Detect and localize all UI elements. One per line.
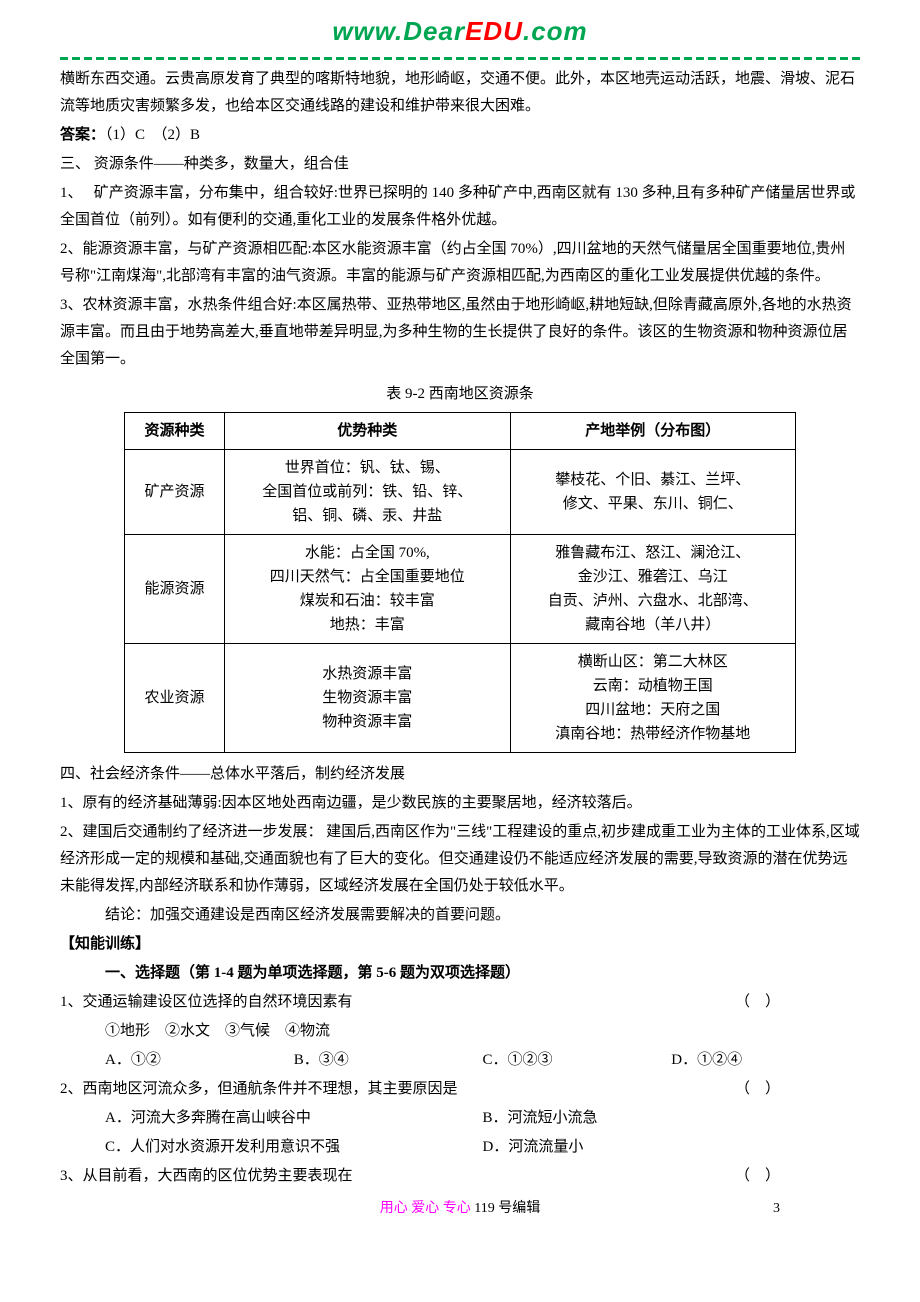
section-3-point-1: 1、 矿产资源丰富，分布集中，组合较好:世界已探明的 140 多种矿产中,西南区…	[60, 180, 860, 234]
q1-opt-a: A．①②	[105, 1047, 294, 1074]
section-3-title: 三、 资源条件——种类多，数量大，组合佳	[60, 151, 860, 178]
table-cell-r2c3: 雅鲁藏布江、怒江、澜沧江、金沙江、雅砻江、乌江自贡、泸州、六盘水、北部湾、藏南谷…	[510, 534, 795, 643]
table-row: 矿产资源 世界首位：钒、钛、锡、全国首位或前列：铁、铅、锌、铝、铜、磷、汞、井盐…	[125, 449, 796, 534]
logo-dear: Dear	[403, 16, 465, 46]
section-3-point-2: 2、能源资源丰富，与矿产资源相匹配:本区水能资源丰富（约占全国 70%）,四川盆…	[60, 236, 860, 290]
q1-paren: （ ）	[735, 989, 780, 1016]
table-title: 表 9-2 西南地区资源条	[60, 381, 860, 408]
q3-paren: （ ）	[735, 1163, 780, 1190]
header-divider	[60, 57, 860, 60]
q1-sub: ①地形 ②水文 ③气候 ④物流	[60, 1018, 860, 1045]
question-2: 2、西南地区河流众多，但通航条件并不理想，其主要原因是 （ ）	[60, 1076, 860, 1103]
q2-options-row1: A．河流大多奔腾在高山峡谷中 B．河流短小流急	[60, 1105, 860, 1132]
zhineng-title: 【知能训练】	[60, 931, 860, 958]
quiz-instruction: 一、选择题（第 1-4 题为单项选择题，第 5-6 题为双项选择题）	[60, 960, 860, 987]
logo-www: www.	[332, 16, 403, 46]
question-1: 1、交通运输建设区位选择的自然环境因素有 （ ）	[60, 989, 860, 1016]
question-3: 3、从目前看，大西南的区位优势主要表现在 （ ）	[60, 1163, 860, 1190]
q1-opt-d: D．①②④	[671, 1047, 860, 1074]
logo-edu: EDU	[465, 16, 523, 46]
section-4-title: 四、社会经济条件——总体水平落后，制约经济发展	[60, 761, 860, 788]
q2-options-row2: C．人们对水资源开发利用意识不强 D．河流流量小	[60, 1134, 860, 1161]
q2-stem: 2、西南地区河流众多，但通航条件并不理想，其主要原因是	[60, 1081, 458, 1097]
logo-com: .com	[523, 16, 588, 46]
answer-text: （1）C （2）B	[105, 127, 200, 143]
q2-opt-c: C．人们对水资源开发利用意识不强	[105, 1134, 483, 1161]
table-header-row: 资源种类 优势种类 产地举例（分布图）	[125, 412, 796, 449]
q3-stem: 3、从目前看，大西南的区位优势主要表现在	[60, 1168, 353, 1184]
section-3-point-3: 3、农林资源丰富，水热条件组合好:本区属热带、亚热带地区,虽然由于地形崎岖,耕地…	[60, 292, 860, 373]
table-row: 农业资源 水热资源丰富生物资源丰富物种资源丰富 横断山区：第二大林区云南：动植物…	[125, 643, 796, 752]
table-cell-r3c1: 农业资源	[125, 643, 225, 752]
table-cell-r1c3: 攀枝花、个旧、綦江、兰坪、修文、平果、东川、铜仁、	[510, 449, 795, 534]
table-cell-r3c3: 横断山区：第二大林区云南：动植物王国四川盆地：天府之国滇南谷地：热带经济作物基地	[510, 643, 795, 752]
footer-editor: 119 号编辑	[471, 1201, 540, 1216]
conclusion: 结论：加强交通建设是西南区经济发展需要解决的首要问题。	[60, 902, 860, 929]
section-4-point-2: 2、建国后交通制约了经济进一步发展： 建国后,西南区作为"三线"工程建设的重点,…	[60, 819, 860, 900]
q2-opt-a: A．河流大多奔腾在高山峡谷中	[105, 1105, 483, 1132]
table-header-col1: 资源种类	[125, 412, 225, 449]
table-cell-r1c2: 世界首位：钒、钛、锡、全国首位或前列：铁、铅、锌、铝、铜、磷、汞、井盐	[225, 449, 510, 534]
table-cell-r2c1: 能源资源	[125, 534, 225, 643]
answer-line: 答案：（1）C （2）B	[60, 122, 860, 149]
q2-opt-b: B．河流短小流急	[483, 1105, 861, 1132]
table-cell-r1c1: 矿产资源	[125, 449, 225, 534]
footer-motto: 用心 爱心 专心	[380, 1201, 471, 1216]
answer-label: 答案：	[60, 127, 105, 143]
table-cell-r3c2: 水热资源丰富生物资源丰富物种资源丰富	[225, 643, 510, 752]
resource-table: 资源种类 优势种类 产地举例（分布图） 矿产资源 世界首位：钒、钛、锡、全国首位…	[124, 412, 796, 753]
page-number: 3	[773, 1196, 780, 1221]
table-row: 能源资源 水能：占全国 70%, 四川天然气：占全国重要地位煤炭和石油：较丰富地…	[125, 534, 796, 643]
table-header-col3: 产地举例（分布图）	[510, 412, 795, 449]
site-logo: www.DearEDU.com	[60, 0, 860, 57]
paragraph-intro: 横断东西交通。云贵高原发育了典型的喀斯特地貌，地形崎岖，交通不便。此外，本区地壳…	[60, 66, 860, 120]
q1-opt-b: B．③④	[294, 1047, 483, 1074]
q1-options: A．①② B．③④ C．①②③ D．①②④	[60, 1047, 860, 1074]
page-footer: 用心 爱心 专心 119 号编辑 3	[60, 1196, 860, 1221]
table-header-col2: 优势种类	[225, 412, 510, 449]
q1-stem: 1、交通运输建设区位选择的自然环境因素有	[60, 994, 353, 1010]
section-4-point-1: 1、原有的经济基础薄弱:因本区地处西南边疆，是少数民族的主要聚居地，经济较落后。	[60, 790, 860, 817]
q2-opt-d: D．河流流量小	[483, 1134, 861, 1161]
q2-paren: （ ）	[735, 1076, 780, 1103]
table-cell-r2c2: 水能：占全国 70%, 四川天然气：占全国重要地位煤炭和石油：较丰富地热：丰富	[225, 534, 510, 643]
q1-opt-c: C．①②③	[483, 1047, 672, 1074]
